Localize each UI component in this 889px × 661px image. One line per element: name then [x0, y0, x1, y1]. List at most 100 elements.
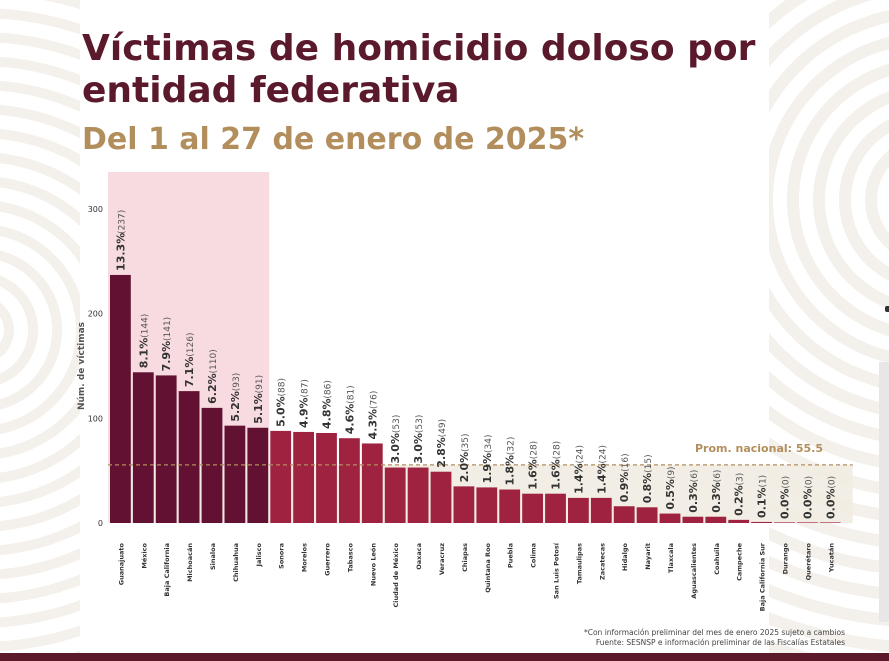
bar [178, 391, 200, 523]
bar [316, 432, 337, 523]
background-pattern-right [769, 0, 889, 661]
category-label: Michoacán [186, 543, 194, 582]
bar [522, 493, 543, 523]
bar-percent-label: 4.3% [366, 409, 379, 440]
category-label: Morelos [301, 543, 309, 572]
bar [384, 467, 406, 523]
category-label: Nayarit [644, 543, 652, 570]
category-label: San Luis Potosí [553, 542, 561, 599]
y-tick-label: 0 [98, 519, 103, 528]
bar [728, 519, 750, 523]
bar-count-label: (15) [644, 454, 654, 472]
bar-count-label: (91) [255, 375, 265, 393]
bar-count-label: (49) [438, 419, 448, 437]
category-label: Baja California Sur [759, 542, 767, 611]
y-tick-label: 200 [88, 310, 103, 319]
chart-subtitle: Del 1 al 27 de enero de 2025* [82, 122, 585, 157]
bar-percent-label: 4.9% [298, 397, 311, 428]
category-label: Tamaulipas [575, 543, 583, 584]
bar-count-label: (0) [804, 476, 814, 489]
category-label: Colima [530, 543, 538, 568]
bar [201, 407, 223, 523]
bar [110, 274, 131, 523]
category-label: Tlaxcala [667, 543, 675, 573]
category-label: Coahuila [713, 543, 721, 575]
bar-percent-label: 1.6% [550, 459, 563, 490]
bar-count-label: (53) [392, 415, 402, 433]
bar-percent-label: 3.0% [389, 433, 402, 464]
category-label: Puebla [507, 543, 515, 568]
chart-title: Víctimas de homicidio doloso por entidad… [82, 28, 756, 111]
category-label: Nuevo León [369, 543, 377, 586]
bar-percent-label: 0.3% [710, 482, 723, 513]
bar-count-label: (6) [690, 470, 700, 483]
category-label: Quintana Roo [484, 542, 492, 592]
bar [430, 471, 452, 523]
category-label: Yucatán [827, 543, 835, 574]
bar-percent-label: 7.9% [160, 341, 173, 372]
bar [545, 493, 566, 523]
bar-percent-label: 1.4% [595, 463, 608, 494]
bar-count-label: (141) [163, 317, 173, 341]
bar-percent-label: 8.1% [137, 338, 150, 369]
category-label: Durango [782, 542, 790, 574]
footnote-line-1: *Con información preliminar del mes de e… [583, 628, 845, 637]
bar-percent-label: 5.1% [252, 393, 265, 424]
bar-count-label: (0) [782, 476, 792, 489]
category-label: Jalisco [255, 542, 263, 567]
bar-count-label: (24) [575, 445, 585, 463]
bar [132, 372, 154, 523]
bar-count-label: (16) [621, 453, 631, 471]
bar [224, 425, 246, 523]
bar-percent-label: 0.0% [824, 488, 837, 519]
bar-count-label: (76) [369, 391, 379, 409]
bar-count-label: (110) [209, 349, 219, 373]
category-label: México [140, 542, 148, 568]
footnote-line-2: Fuente: SESNSP e información preliminar … [595, 638, 845, 647]
bar [476, 487, 498, 523]
category-label: Baja California [163, 543, 171, 597]
bar [819, 522, 841, 523]
average-label: Prom. nacional: 55.5 [695, 442, 823, 455]
bar [659, 513, 681, 523]
bar [499, 489, 521, 523]
bar-count-label: (93) [232, 373, 242, 391]
category-label: Chiapas [461, 543, 469, 572]
category-label: Veracruz [438, 543, 446, 575]
y-tick-label: 100 [88, 414, 103, 423]
bar-count-label: (53) [415, 415, 425, 433]
category-label: Campeche [736, 542, 744, 580]
background-pattern-left [0, 0, 80, 661]
category-label: Hidalgo [621, 542, 629, 571]
bar-percent-label: 0.0% [779, 488, 792, 519]
bar [774, 522, 795, 523]
bar-count-label: (35) [461, 433, 471, 451]
bottom-bar [0, 653, 889, 661]
bar [361, 443, 383, 523]
category-label: Sinaloa [209, 543, 217, 570]
category-label: Querétaro [804, 542, 812, 580]
category-label: Aguascalientes [690, 543, 698, 599]
category-label: Tabasco [346, 542, 354, 572]
footnote: *Con información preliminar del mes de e… [584, 628, 845, 648]
bar-percent-label: 0.9% [618, 472, 631, 503]
category-label: Zacatecas [598, 543, 606, 580]
y-axis-label: Núm. de víctimas [77, 322, 87, 410]
bar [339, 438, 360, 523]
bar-percent-label: 7.1% [183, 357, 196, 388]
bar [682, 516, 704, 523]
bar-count-label: (126) [186, 333, 196, 357]
bar [247, 427, 269, 523]
bar-percent-label: 0.2% [733, 485, 746, 516]
bar-count-label: (32) [507, 437, 517, 455]
bar-count-label: (6) [713, 470, 723, 483]
bar-percent-label: 1.4% [572, 463, 585, 494]
bar-percent-label: 2.8% [435, 437, 448, 468]
bar-percent-label: 1.6% [527, 459, 540, 490]
bar-percent-label: 0.3% [687, 482, 700, 513]
bar-percent-label: 0.5% [664, 479, 677, 510]
bar-percent-label: 1.8% [504, 455, 517, 486]
bar [751, 521, 772, 523]
bar-count-label: (28) [553, 441, 563, 459]
bar-count-label: (3) [736, 473, 746, 486]
